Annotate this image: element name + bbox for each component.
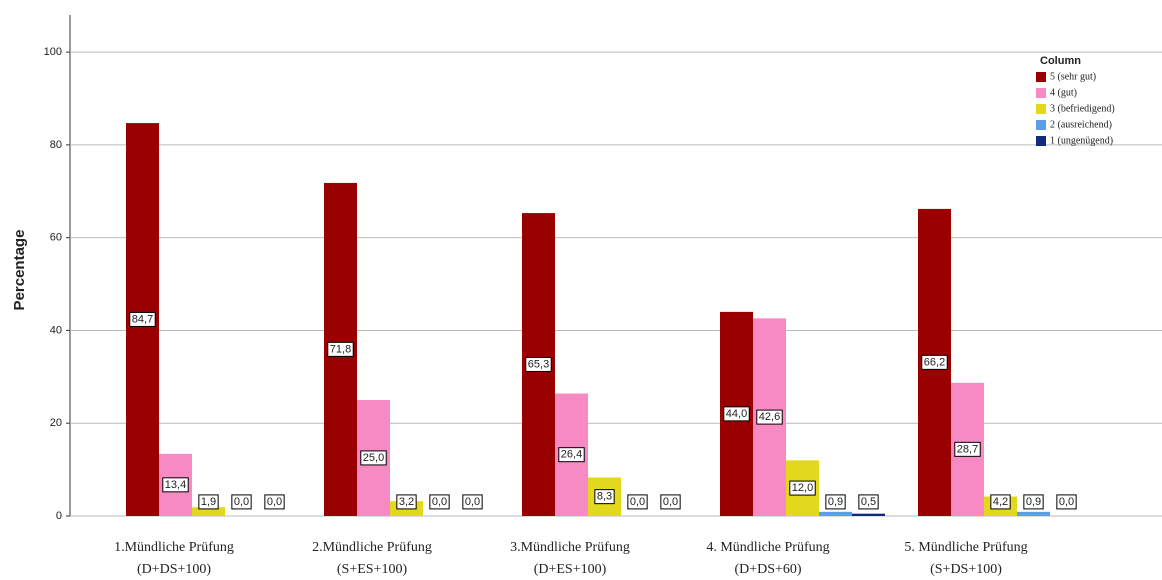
legend-label: 4 (gut) xyxy=(1050,87,1077,98)
value-label: 0,0 xyxy=(465,496,480,508)
x-tick-label: 3.Mündliche Prüfung xyxy=(510,540,630,555)
value-label: 0,0 xyxy=(267,496,282,508)
value-label: 1,9 xyxy=(201,496,216,508)
legend-swatch xyxy=(1036,88,1046,98)
value-label: 0,5 xyxy=(861,496,876,508)
value-label: 71,8 xyxy=(330,343,351,355)
value-label-box xyxy=(162,477,189,493)
value-label-box xyxy=(396,494,417,510)
y-tick-label: 100 xyxy=(44,46,62,58)
value-label: 0,9 xyxy=(1026,496,1041,508)
y-tick-label: 40 xyxy=(50,324,62,336)
value-label-box xyxy=(858,494,879,510)
value-label: 3,2 xyxy=(399,496,414,508)
x-tick-label: (S+DS+100) xyxy=(930,562,1002,577)
value-label: 42,6 xyxy=(759,411,780,423)
value-label-box xyxy=(360,450,387,466)
y-tick-label: 20 xyxy=(50,417,62,429)
value-label-box xyxy=(990,494,1011,510)
value-label: 8,3 xyxy=(597,491,612,503)
y-tick-label: 60 xyxy=(50,232,62,244)
value-label: 0,0 xyxy=(1059,496,1074,508)
value-label: 0,9 xyxy=(828,496,843,508)
value-label-box xyxy=(594,489,615,505)
value-label: 28,7 xyxy=(957,443,978,455)
value-label: 0,0 xyxy=(663,496,678,508)
value-label-box xyxy=(462,494,483,510)
legend-title: Column xyxy=(1040,55,1081,67)
value-label-box xyxy=(756,409,783,425)
value-label-box xyxy=(198,494,219,510)
x-tick-label: (D+DS+60) xyxy=(734,562,801,577)
bar xyxy=(819,511,852,516)
y-tick-label: 80 xyxy=(50,139,62,151)
value-label-box xyxy=(129,311,156,327)
value-label-box xyxy=(954,441,981,457)
value-label: 44,0 xyxy=(726,408,747,420)
value-label: 25,0 xyxy=(363,452,384,464)
legend-label: 3 (befriedigend) xyxy=(1050,103,1115,114)
value-label: 4,2 xyxy=(993,496,1008,508)
value-label-box xyxy=(525,356,552,372)
value-label-box xyxy=(627,494,648,510)
bar xyxy=(852,513,885,516)
value-label-box xyxy=(1023,494,1044,510)
value-label-box xyxy=(921,354,948,370)
value-label-box xyxy=(723,406,750,422)
value-label-box xyxy=(825,494,846,510)
value-label-box xyxy=(264,494,285,510)
value-label: 0,0 xyxy=(234,496,249,508)
value-label-box xyxy=(429,494,450,510)
bar xyxy=(192,507,225,516)
x-tick-label: (D+ES+100) xyxy=(534,562,607,577)
y-tick-label: 0 xyxy=(56,510,62,522)
value-label: 26,4 xyxy=(561,449,582,461)
y-axis-label: Percentage xyxy=(11,230,28,311)
legend-swatch xyxy=(1036,136,1046,146)
bar xyxy=(1017,511,1050,516)
value-label: 0,0 xyxy=(630,496,645,508)
legend-label: 1 (ungenügend) xyxy=(1050,135,1113,146)
legend-swatch xyxy=(1036,104,1046,114)
value-label-box xyxy=(231,494,252,510)
legend-label: 2 (ausreichend) xyxy=(1050,119,1112,130)
x-tick-label: 2.Mündliche Prüfung xyxy=(312,540,432,555)
value-label: 84,7 xyxy=(132,313,153,325)
value-label: 65,3 xyxy=(528,358,549,370)
legend-swatch xyxy=(1036,120,1046,130)
legend-label: 5 (sehr gut) xyxy=(1050,71,1096,82)
value-label: 12,0 xyxy=(792,482,813,494)
value-label: 0,0 xyxy=(432,496,447,508)
value-label: 13,4 xyxy=(165,479,186,491)
x-tick-label: (D+DS+100) xyxy=(137,562,211,577)
x-tick-label: 1.Mündliche Prüfung xyxy=(114,540,234,555)
value-label-box xyxy=(660,494,681,510)
value-label-box xyxy=(558,447,585,463)
x-tick-label: (S+ES+100) xyxy=(337,562,408,577)
value-label: 66,2 xyxy=(924,356,945,368)
value-label-box xyxy=(789,480,816,496)
legend-swatch xyxy=(1036,72,1046,82)
value-label-box xyxy=(327,341,354,357)
x-tick-label: 4. Mündliche Prüfung xyxy=(706,540,829,555)
value-label-box xyxy=(1056,494,1077,510)
x-tick-label: 5. Mündliche Prüfung xyxy=(904,540,1027,555)
